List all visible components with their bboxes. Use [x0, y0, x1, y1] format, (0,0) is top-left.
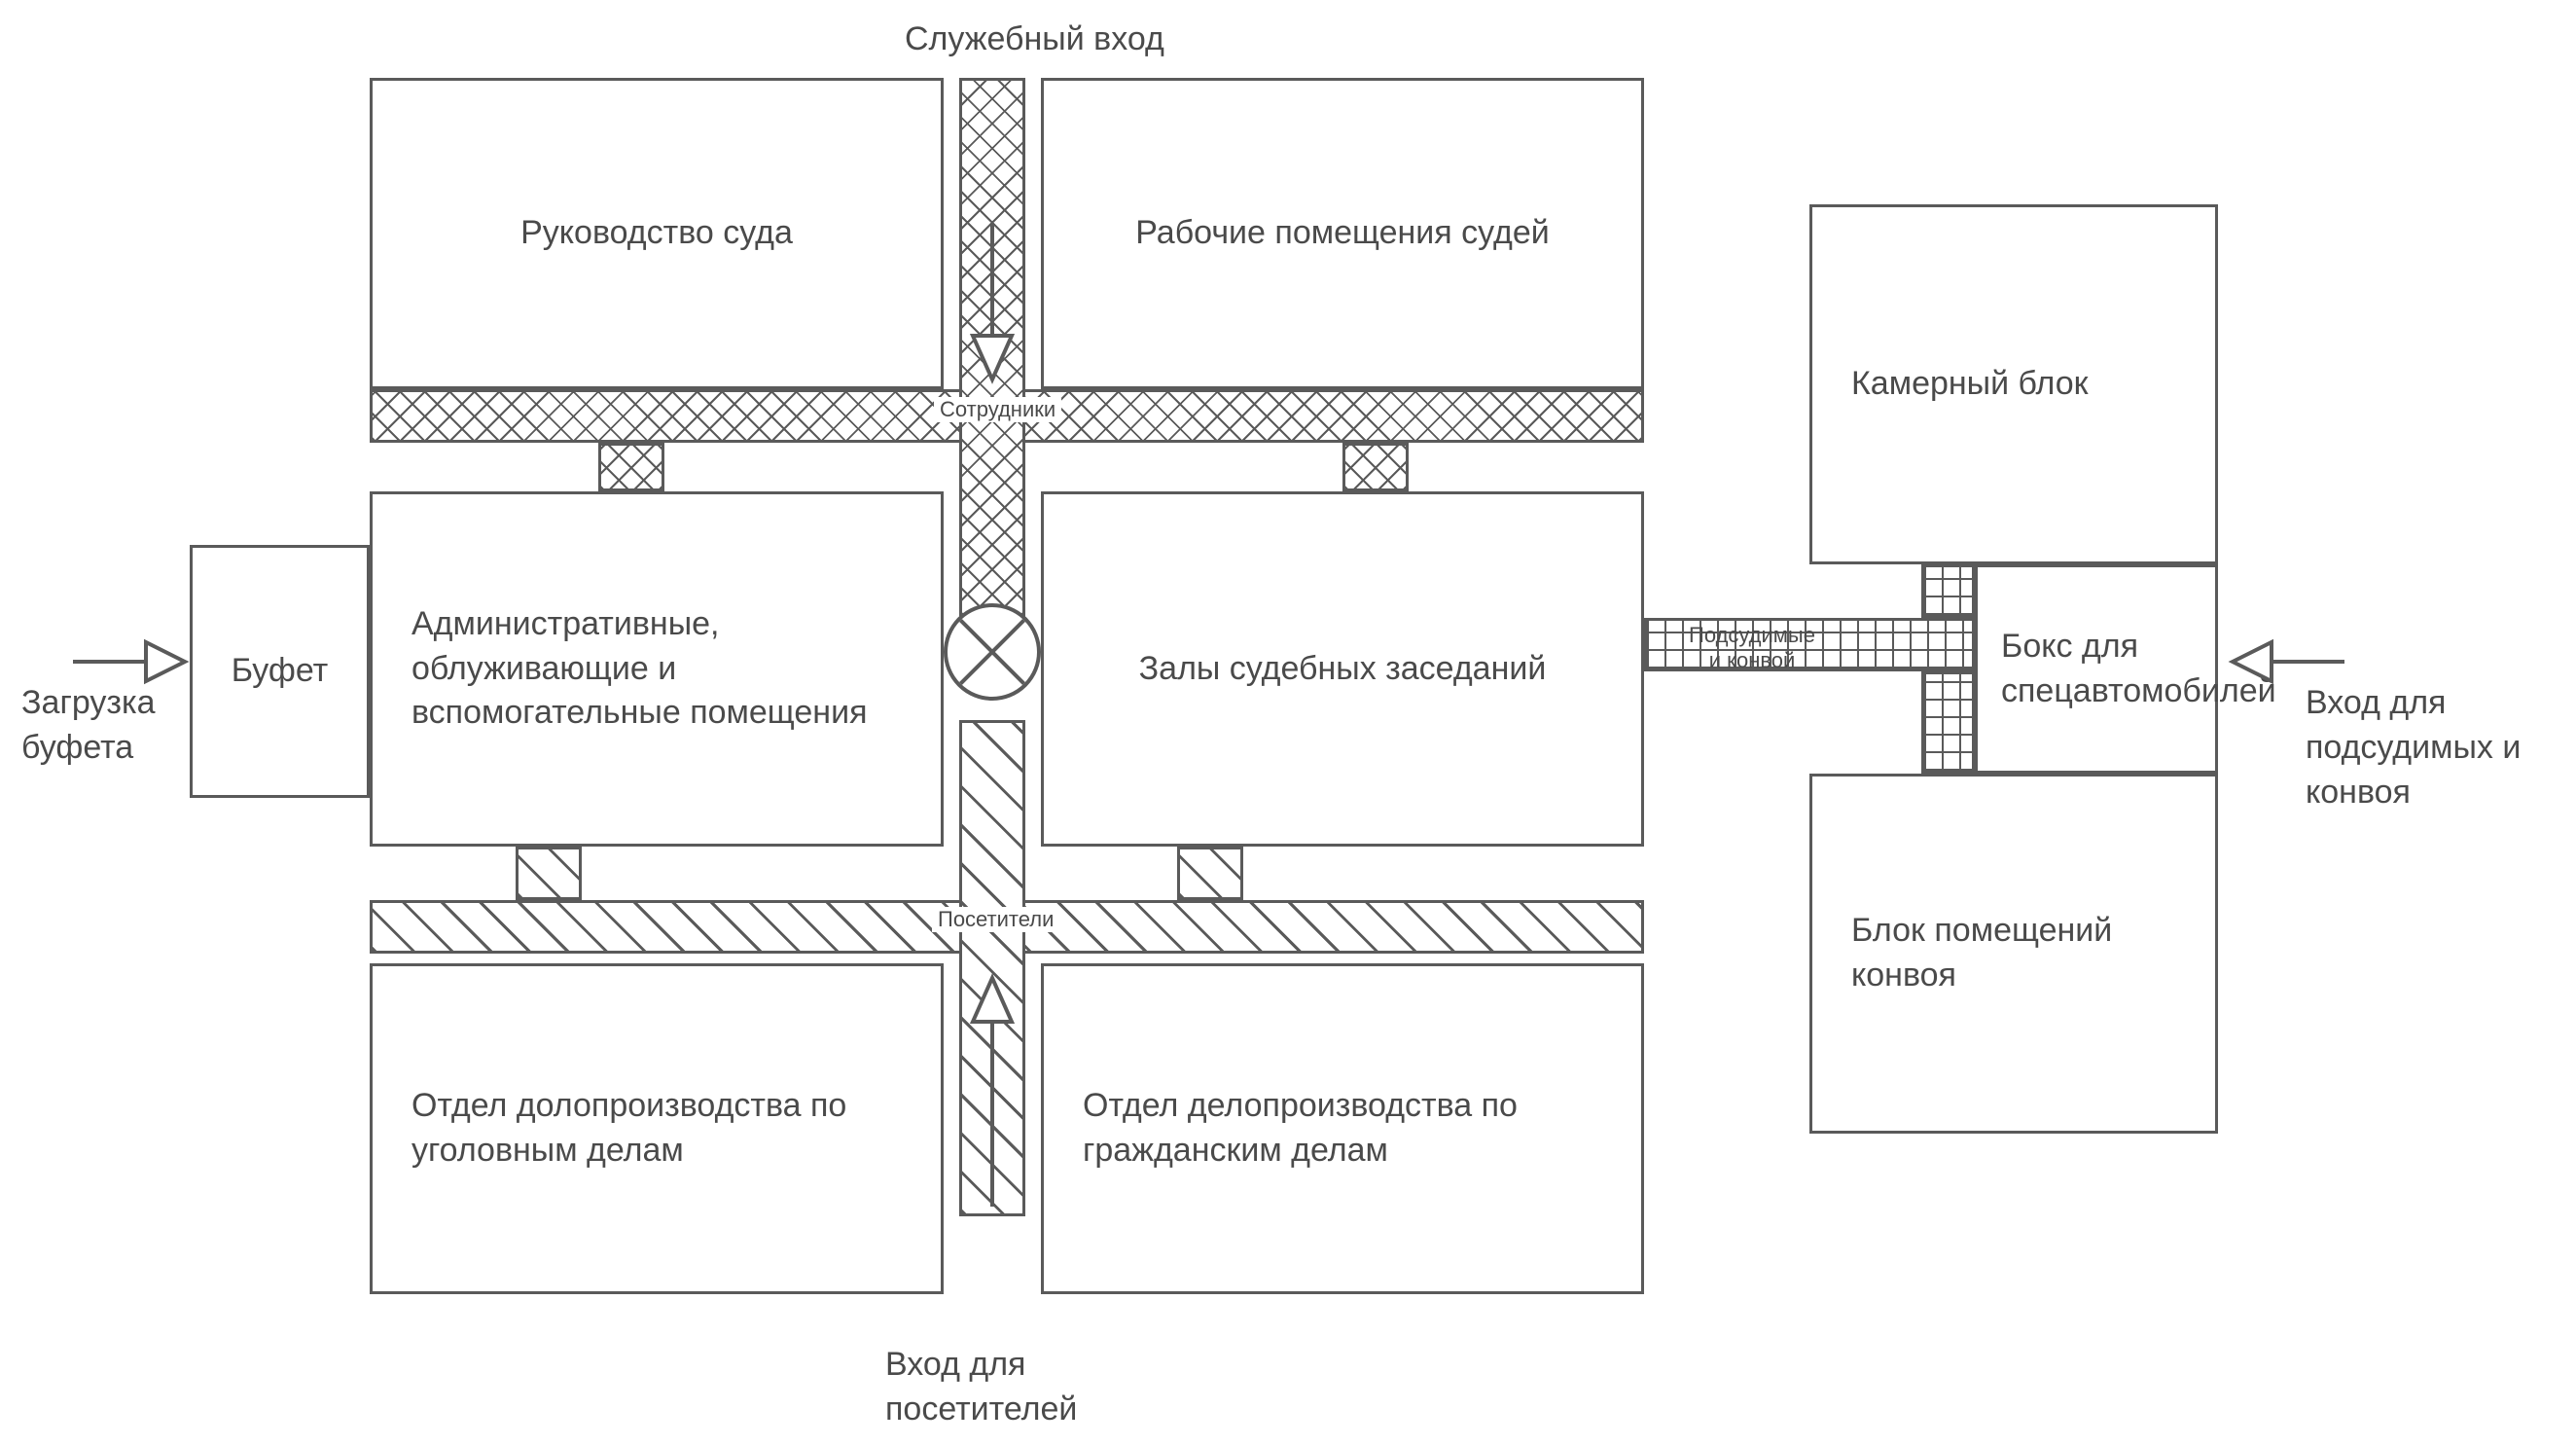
box-vehiclebox: Бокс для спецавтомобилей [1975, 564, 2218, 774]
box-label: Отдел делопроизводства по гражданским де… [1083, 1084, 1602, 1174]
box-judges: Рабочие помещения судей [1041, 78, 1644, 389]
corridor-label-staff: Сотрудники [934, 397, 1061, 422]
box-courtrooms: Залы судебных заседаний [1041, 491, 1644, 847]
box-admin: Административные, облуживающие и вспомог… [370, 491, 944, 847]
arrow-buffet-load [73, 637, 190, 686]
label-buffet-load: Загрузка буфета [21, 681, 187, 771]
arrow-visitor-entry [968, 973, 1017, 1207]
corridor-label-convoy: Подсудимые и конвой [1683, 623, 1821, 674]
corridor-staff-stub-1 [598, 443, 664, 491]
corridor-visitors-stub-1 [516, 847, 582, 900]
arrow-convoy-entry [2228, 637, 2344, 686]
arrow-service-entry [968, 224, 1017, 389]
corridor-visitors-stub-2 [1177, 847, 1243, 900]
box-label: Руководство суда [520, 211, 793, 256]
label-convoy-entry: Вход для подсудимых и конвоя [2306, 681, 2558, 815]
box-label: Рабочие помещения судей [1135, 211, 1550, 256]
box-label: Залы судебных заседаний [1139, 647, 1547, 692]
label-service-entry: Служебный вход [905, 18, 1164, 62]
box-label: Блок помещений конвоя [1851, 909, 2176, 998]
box-convoyblock: Блок помещений конвоя [1809, 774, 2218, 1134]
box-label: Административные, облуживающие и вспомог… [411, 602, 902, 737]
box-management: Руководство суда [370, 78, 944, 389]
corridor-staff-stub-2 [1342, 443, 1409, 491]
corridor-convoy-v-bot [1921, 671, 1975, 774]
box-civil: Отдел делопроизводства по гражданским де… [1041, 963, 1644, 1294]
box-cellblock: Камерный блок [1809, 204, 2218, 564]
box-criminal: Отдел долопроизводства по уголовным дела… [370, 963, 944, 1294]
box-label: Буфет [232, 649, 329, 694]
corridor-hub [944, 603, 1041, 701]
label-visitor-entry: Вход для посетителей [885, 1343, 1138, 1432]
corridor-label-visitors: Посетители [932, 907, 1059, 932]
floorplan-canvas: Служебный вход Загрузка буфета Вход для … [0, 0, 2576, 1445]
box-label: Камерный блок [1851, 362, 2089, 407]
corridor-convoy-v-top [1921, 564, 1975, 618]
box-label: Отдел долопроизводства по уголовным дела… [411, 1084, 902, 1174]
box-buffet: Буфет [190, 545, 370, 798]
